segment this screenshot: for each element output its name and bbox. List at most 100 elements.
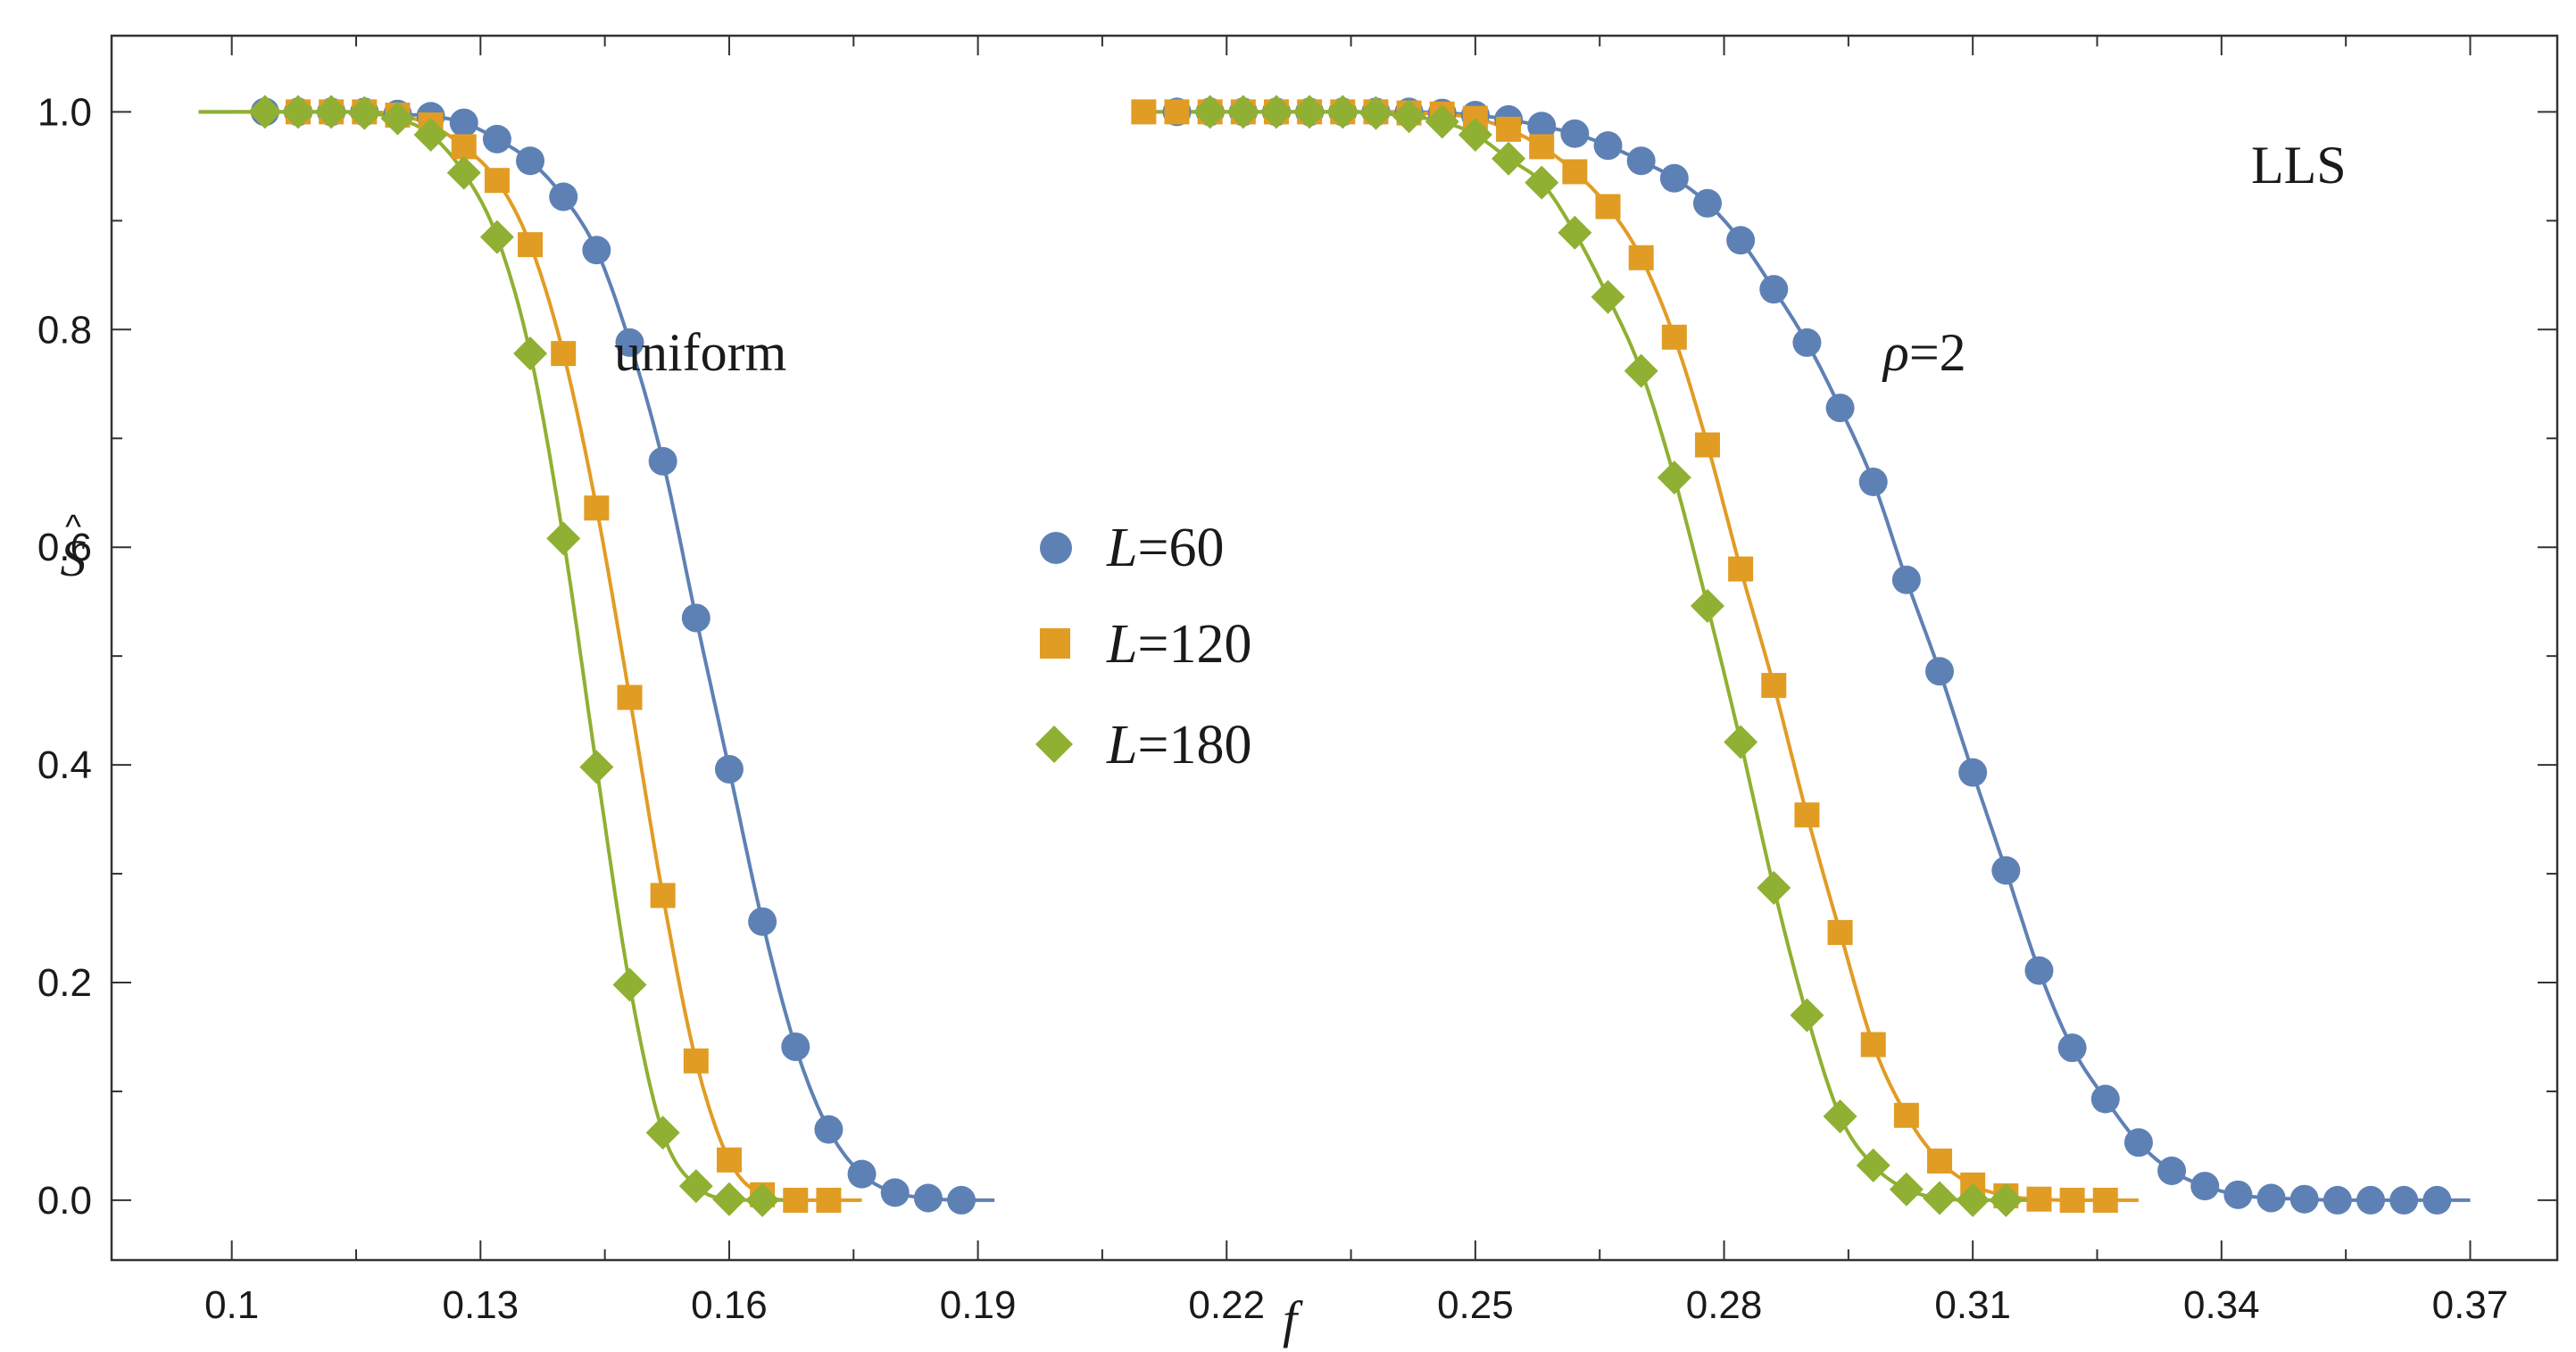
- point-rho-2-l-60: [1659, 163, 1689, 193]
- point-uniform-l-60: [681, 603, 710, 633]
- point-rho-2-l-180: [1657, 460, 1691, 495]
- y-tick-label: 0.0: [37, 1179, 92, 1223]
- point-rho-2-l-180: [1392, 99, 1426, 134]
- point-rho-2-l-60: [2289, 1184, 2319, 1214]
- point-rho-2-l-60: [2123, 1128, 2153, 1157]
- annotation-rho: ρ=2: [1882, 323, 1966, 382]
- point-uniform-l-60: [714, 754, 744, 784]
- point-rho-2-l-60: [2389, 1185, 2419, 1215]
- point-rho-2-l-180: [1359, 95, 1393, 130]
- point-uniform-l-120: [451, 134, 477, 160]
- y-tick-label: 0.8: [37, 308, 92, 352]
- point-uniform-l-180: [247, 95, 282, 129]
- legend: L=60 L=120 L=180: [1035, 518, 1251, 776]
- point-uniform-l-180: [513, 336, 548, 371]
- legend-label-l180: L=180: [1106, 715, 1251, 776]
- data-markers: [247, 95, 2452, 1217]
- point-rho-2-l-180: [1492, 141, 1526, 176]
- point-rho-2-l-120: [1761, 673, 1787, 699]
- point-rho-2-l-60: [2223, 1180, 2253, 1209]
- point-rho-2-l-120: [1694, 432, 1720, 458]
- point-rho-2-l-60: [1527, 112, 1557, 141]
- point-uniform-l-120: [584, 495, 610, 521]
- point-uniform-l-180: [579, 750, 614, 784]
- point-uniform-l-60: [449, 108, 478, 137]
- point-rho-2-l-60: [2422, 1185, 2452, 1215]
- point-rho-2-l-180: [1889, 1172, 1924, 1207]
- point-uniform-l-60: [880, 1178, 910, 1207]
- point-uniform-l-120: [716, 1147, 742, 1173]
- point-uniform-l-60: [947, 1185, 976, 1215]
- point-rho-2-l-180: [1325, 95, 1360, 129]
- point-rho-2-l-60: [1925, 657, 1955, 686]
- plot-frame: [110, 34, 2559, 1262]
- x-tick-label: 0.34: [2183, 1283, 2260, 1327]
- point-rho-2-l-120: [1496, 116, 1522, 142]
- point-rho-2-l-120: [1893, 1102, 1919, 1128]
- point-uniform-l-60: [615, 328, 644, 357]
- point-rho-2-l-120: [1595, 194, 1621, 220]
- annotation-rho-symbol: ρ: [1882, 323, 1909, 382]
- point-rho-2-l-120: [2092, 1187, 2118, 1213]
- y-tick-label: 1.0: [37, 90, 92, 134]
- point-uniform-l-180: [711, 1182, 746, 1216]
- legend-marker-l180: [1035, 726, 1073, 763]
- point-uniform-l-120: [551, 341, 577, 367]
- x-tick-label: 0.16: [691, 1283, 768, 1327]
- point-uniform-l-180: [612, 967, 647, 1002]
- point-uniform-l-180: [380, 101, 415, 136]
- point-rho-2-l-120: [1628, 245, 1654, 270]
- point-rho-2-l-180: [1192, 95, 1227, 129]
- point-uniform-l-120: [683, 1048, 709, 1074]
- point-rho-2-l-120: [1927, 1149, 1953, 1174]
- point-rho-2-l-60: [1991, 856, 2021, 885]
- point-rho-2-l-60: [1626, 146, 1656, 176]
- point-rho-2-l-60: [2356, 1185, 2386, 1215]
- annotation-lls: LLS: [2251, 136, 2347, 195]
- point-uniform-l-60: [748, 907, 777, 936]
- y-tick-label: 0.4: [37, 743, 92, 787]
- point-rho-2-l-180: [1525, 165, 1559, 200]
- axis-ticks: [112, 36, 2557, 1260]
- point-uniform-l-120: [518, 232, 544, 258]
- point-rho-2-l-180: [1425, 104, 1459, 139]
- point-uniform-l-180: [413, 117, 448, 152]
- point-uniform-l-60: [516, 146, 545, 176]
- point-rho-2-l-180: [1823, 1099, 1857, 1134]
- point-uniform-l-180: [347, 95, 382, 130]
- point-rho-2-l-180: [1724, 725, 1758, 759]
- x-tick-label: 0.1: [204, 1283, 259, 1327]
- x-tick-label: 0.37: [2432, 1283, 2509, 1327]
- point-uniform-l-180: [446, 155, 481, 190]
- point-rho-2-l-60: [1593, 131, 1623, 161]
- tick-labels: 0.1 0.13 0.16 0.19 0.22 0.25 0.28 0.31 0.34 0.37 0…: [37, 90, 2508, 1327]
- point-rho-2-l-60: [2256, 1183, 2286, 1213]
- point-rho-2-l-60: [2190, 1172, 2220, 1201]
- point-rho-2-l-120: [1661, 324, 1687, 350]
- point-rho-2-l-60: [2090, 1084, 2120, 1114]
- point-rho-2-l-60: [1858, 468, 1888, 497]
- point-rho-2-l-180: [1989, 1182, 2023, 1217]
- point-uniform-l-60: [913, 1183, 943, 1213]
- point-uniform-l-180: [479, 220, 514, 254]
- legend-label-l60: L=60: [1106, 518, 1224, 578]
- point-uniform-l-60: [549, 182, 578, 212]
- point-rho-2-l-60: [1692, 188, 1722, 218]
- point-rho-2-l-120: [1728, 556, 1754, 582]
- point-rho-2-l-120: [1562, 159, 1588, 185]
- point-rho-2-l-60: [1891, 565, 1921, 594]
- point-rho-2-l-60: [1759, 275, 1789, 304]
- point-rho-2-l-180: [1923, 1181, 1957, 1215]
- point-rho-2-l-180: [1856, 1148, 1890, 1182]
- point-uniform-l-60: [814, 1115, 843, 1144]
- point-rho-2-l-180: [1458, 117, 1492, 152]
- x-tick-label: 0.28: [1686, 1283, 1763, 1327]
- point-rho-2-l-180: [1757, 870, 1791, 905]
- point-rho-2-l-60: [2157, 1156, 2187, 1185]
- point-uniform-l-120: [484, 168, 510, 194]
- annotation-rho-value: =2: [1909, 323, 1966, 382]
- point-rho-2-l-60: [2323, 1185, 2352, 1215]
- point-rho-2-l-180: [1226, 95, 1260, 129]
- point-uniform-l-120: [617, 684, 643, 710]
- point-uniform-l-120: [650, 883, 676, 908]
